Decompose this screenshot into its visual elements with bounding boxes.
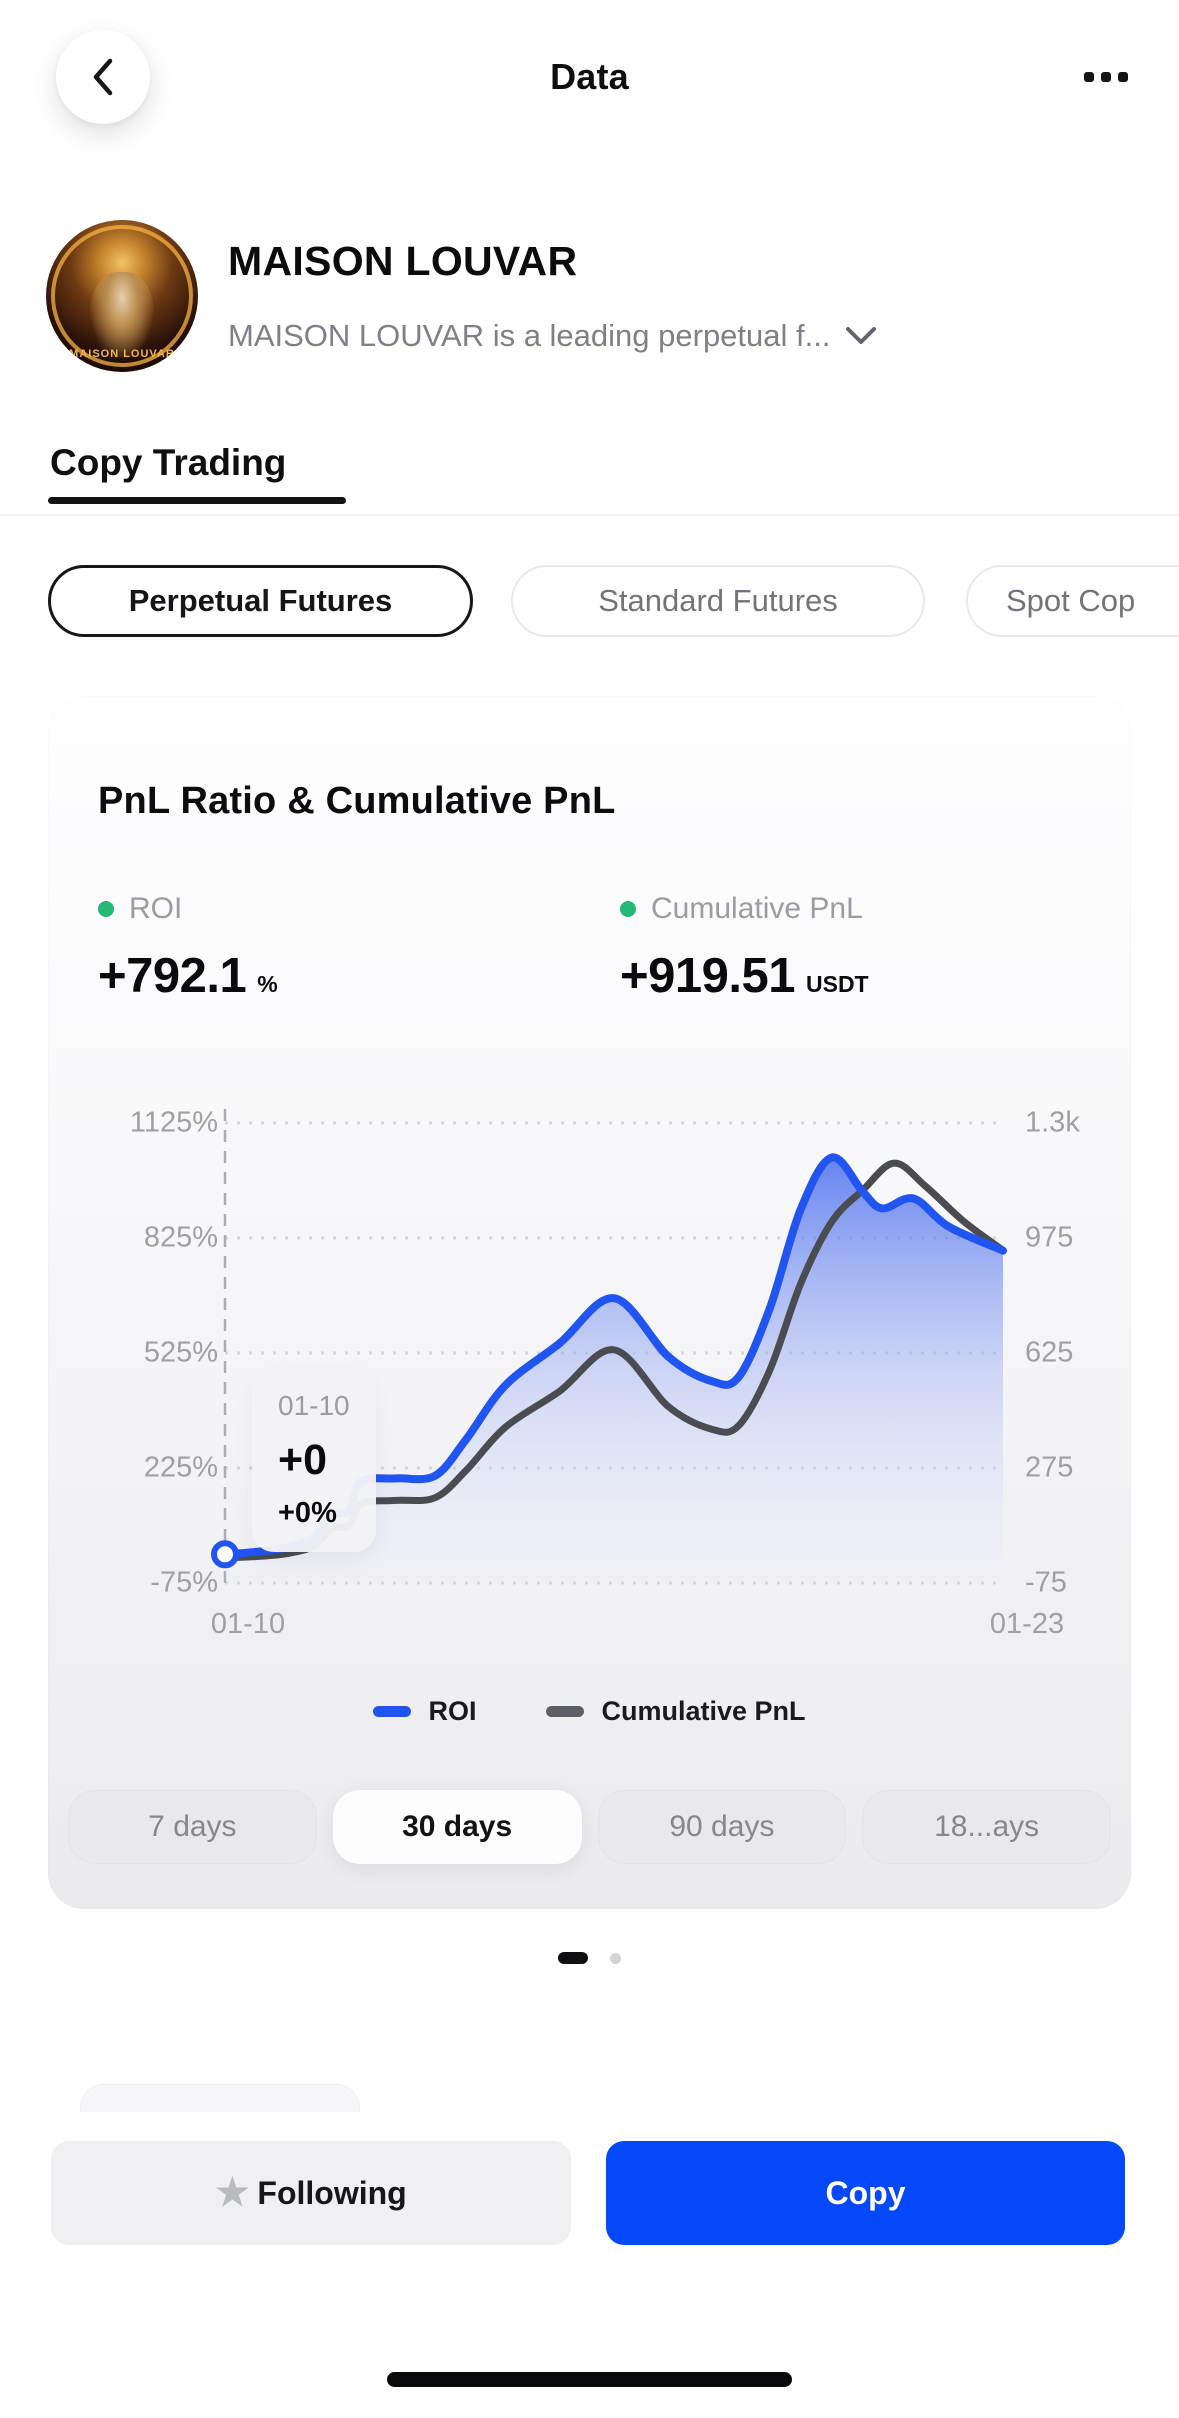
axis-tick: 275 — [1025, 1451, 1074, 1484]
chart-tooltip: 01-10 +0 +0% — [252, 1370, 376, 1552]
pnl-card: PnL Ratio & Cumulative PnL ROI +792.1 % … — [48, 696, 1131, 1909]
cumulative-pnl-swatch-icon — [546, 1706, 585, 1717]
range-180-days[interactable]: 18...ays — [862, 1790, 1111, 1864]
axis-tick: 1125% — [129, 1106, 218, 1139]
axis-tick: -75% — [150, 1566, 218, 1599]
legend-roi-label: ROI — [428, 1696, 477, 1726]
chart-legend: ROI Cumulative PnL — [48, 1696, 1131, 1727]
trader-name: MAISON LOUVAR — [228, 238, 578, 284]
card-title: PnL Ratio & Cumulative PnL — [98, 780, 616, 822]
cumulative-pnl-stat: Cumulative PnL +919.51 USDT — [620, 892, 869, 1004]
star-icon: ★ — [215, 2172, 250, 2214]
tab-active-underline — [48, 497, 346, 504]
legend-item-roi: ROI — [373, 1696, 476, 1727]
copy-label: Copy — [825, 2174, 906, 2211]
carousel-dot[interactable] — [610, 1952, 621, 1964]
filter-perpetual-futures[interactable]: Perpetual Futures — [48, 565, 473, 637]
axis-tick: 225% — [143, 1451, 218, 1484]
range-7-days[interactable]: 7 days — [68, 1790, 317, 1864]
axis-tick: -75 — [1025, 1566, 1067, 1599]
cumulative-pnl-value: +919.51 — [620, 949, 796, 1003]
x-axis-label-start: 01-10 — [210, 1608, 286, 1640]
carousel-dot-active[interactable] — [558, 1952, 588, 1964]
following-button[interactable]: ★ Following — [51, 2141, 571, 2245]
roi-unit: % — [257, 971, 278, 997]
page-title: Data — [550, 56, 629, 97]
footer-bar: ★ Following Copy — [0, 2112, 1179, 2418]
x-axis-label-end: 01-23 — [989, 1608, 1065, 1640]
divider — [0, 514, 1179, 516]
range-90-days[interactable]: 90 days — [597, 1790, 847, 1864]
tooltip-date: 01-10 — [278, 1390, 350, 1421]
axis-tick: 625 — [1025, 1336, 1074, 1369]
roi-stat: ROI +792.1 % — [98, 892, 278, 1004]
chevron-left-icon — [93, 58, 113, 96]
tooltip-pnl-value: +0 — [278, 1436, 328, 1484]
trader-description: MAISON LOUVAR is a leading perpetual f..… — [228, 318, 831, 353]
range-30-days[interactable]: 30 days — [332, 1790, 582, 1864]
cursor-point-marker — [211, 1540, 239, 1569]
copy-button[interactable]: Copy — [606, 2141, 1125, 2245]
filter-spot-copy[interactable]: Spot Cop — [966, 565, 1179, 637]
trader-description-row[interactable]: MAISON LOUVAR is a leading perpetual f..… — [228, 318, 878, 354]
filter-standard-futures[interactable]: Standard Futures — [511, 565, 925, 637]
axis-tick: 825% — [143, 1221, 218, 1254]
time-range-selector: 7 days 30 days 90 days 18...ays — [68, 1790, 1111, 1864]
chevron-down-icon — [846, 327, 877, 344]
carousel-indicator — [0, 1952, 1179, 1964]
cumulative-pnl-label: Cumulative PnL — [651, 892, 863, 925]
cumulative-pnl-unit: USDT — [806, 971, 869, 997]
green-dot-icon — [98, 901, 114, 917]
home-indicator[interactable] — [387, 2372, 792, 2387]
kebab-menu-icon[interactable] — [1078, 66, 1134, 88]
legend-cumulative-pnl-label: Cumulative PnL — [601, 1696, 806, 1726]
green-dot-icon — [620, 901, 636, 917]
back-button[interactable] — [56, 30, 150, 124]
axis-tick: 525% — [143, 1336, 218, 1369]
pnl-chart[interactable]: 1125% 825% 525% 225% -75% 1.3k 975 625 275 -75 — [48, 1056, 1131, 1760]
avatar: MAISON LOUVAR — [46, 220, 198, 372]
following-label: Following — [257, 2174, 407, 2211]
roi-value: +792.1 — [98, 949, 247, 1003]
tooltip-roi-value: +0% — [278, 1497, 337, 1529]
axis-tick: 975 — [1025, 1221, 1074, 1254]
tab-copy-trading[interactable]: Copy Trading — [50, 442, 287, 483]
axis-tick: 1.3k — [1025, 1106, 1080, 1139]
roi-swatch-icon — [373, 1706, 412, 1717]
avatar-label: MAISON LOUVAR — [69, 348, 175, 360]
legend-item-cumulative-pnl: Cumulative PnL — [546, 1696, 806, 1727]
roi-label: ROI — [129, 892, 183, 925]
